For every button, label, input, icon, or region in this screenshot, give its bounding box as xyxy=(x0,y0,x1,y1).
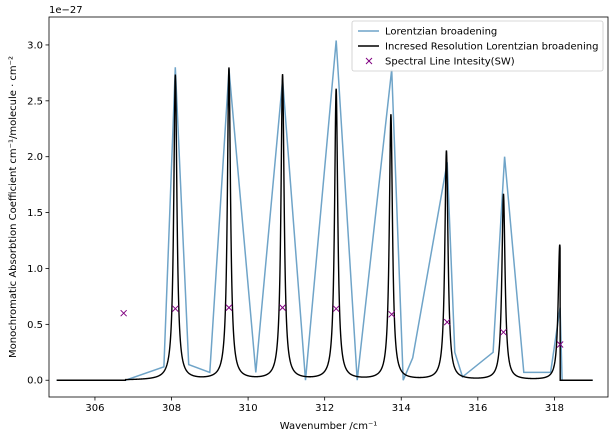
sw-marker xyxy=(225,304,233,311)
series-high-res-line xyxy=(56,67,593,381)
y-tick-label: 1.0 xyxy=(27,264,43,275)
plot-frame xyxy=(48,16,609,398)
y-offset-label: 1e−27 xyxy=(49,5,83,16)
sw-marker xyxy=(120,309,128,317)
y-axis-label: Monochromatic Absorbtion Coefficient cm⁻… xyxy=(8,56,19,358)
y-tick-label: 2.0 xyxy=(27,152,43,163)
x-tick-label: 308 xyxy=(162,403,181,414)
x-tick-label: 318 xyxy=(545,403,564,414)
y-tick-label: 0.5 xyxy=(27,320,43,331)
grid-layer xyxy=(56,40,593,381)
y-tick-label: 1.5 xyxy=(27,208,43,219)
ticks-layer: 306 308 310 312 314 316 318 0.0 0.5 1.0 1.5 2.0 2.5 3… xyxy=(27,40,564,414)
x-tick-label: 314 xyxy=(392,403,411,414)
sw-marker xyxy=(556,341,564,348)
x-axis-label: Wavenumber /cm⁻¹ xyxy=(280,421,378,432)
legend-label: Lorentzian broadening xyxy=(385,27,497,38)
sw-marker xyxy=(500,328,507,336)
series-lorentzian-line xyxy=(56,40,593,381)
sw-marker xyxy=(171,305,179,313)
legend-label: Incresed Resolution Lorentzian broadenin… xyxy=(385,42,598,53)
legend-marker xyxy=(365,57,373,65)
legend-box xyxy=(351,20,604,72)
x-tick-label: 306 xyxy=(85,403,104,414)
x-tick-label: 310 xyxy=(239,403,258,414)
sw-marker xyxy=(332,305,340,313)
sw-marker xyxy=(443,318,451,326)
sw-marker xyxy=(388,310,396,318)
y-tick-label: 0.0 xyxy=(27,376,43,387)
x-tick-label: 312 xyxy=(315,403,334,414)
x-tick-label: 316 xyxy=(468,403,487,414)
legend: Lorentzian broadening Incresed Resolution… xyxy=(351,20,604,72)
sw-marker xyxy=(279,304,286,311)
y-tick-label: 2.5 xyxy=(27,96,43,107)
y-tick-label: 3.0 xyxy=(27,40,43,51)
legend-label: Spectral Line Intesity(SW) xyxy=(385,57,515,68)
